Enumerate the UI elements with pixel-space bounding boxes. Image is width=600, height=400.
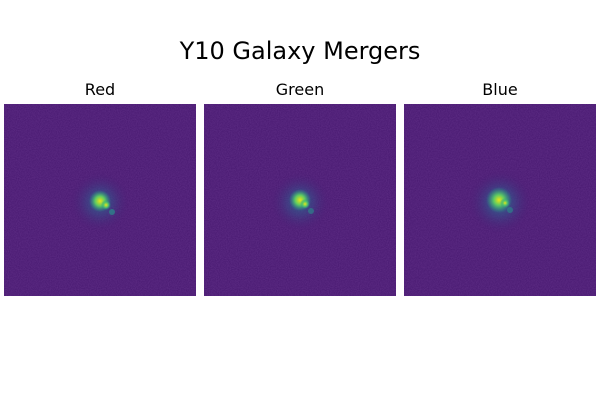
panel-title-blue: Blue: [482, 80, 518, 99]
panel-title-red: Red: [84, 80, 116, 99]
galaxy-knot: [300, 199, 310, 209]
galaxy-image-red: [4, 104, 196, 296]
figure-title: Y10 Galaxy Mergers: [179, 37, 421, 65]
galaxy-knot: [101, 200, 111, 210]
panel-title-green: Green: [275, 80, 325, 99]
galaxy-knot: [500, 198, 510, 208]
panel-red-image: [4, 104, 196, 296]
panel-green-image: [204, 104, 396, 296]
galaxy-image-green: [204, 104, 396, 296]
panel-blue-image: [404, 104, 596, 296]
galaxy-image-blue: [404, 104, 596, 296]
